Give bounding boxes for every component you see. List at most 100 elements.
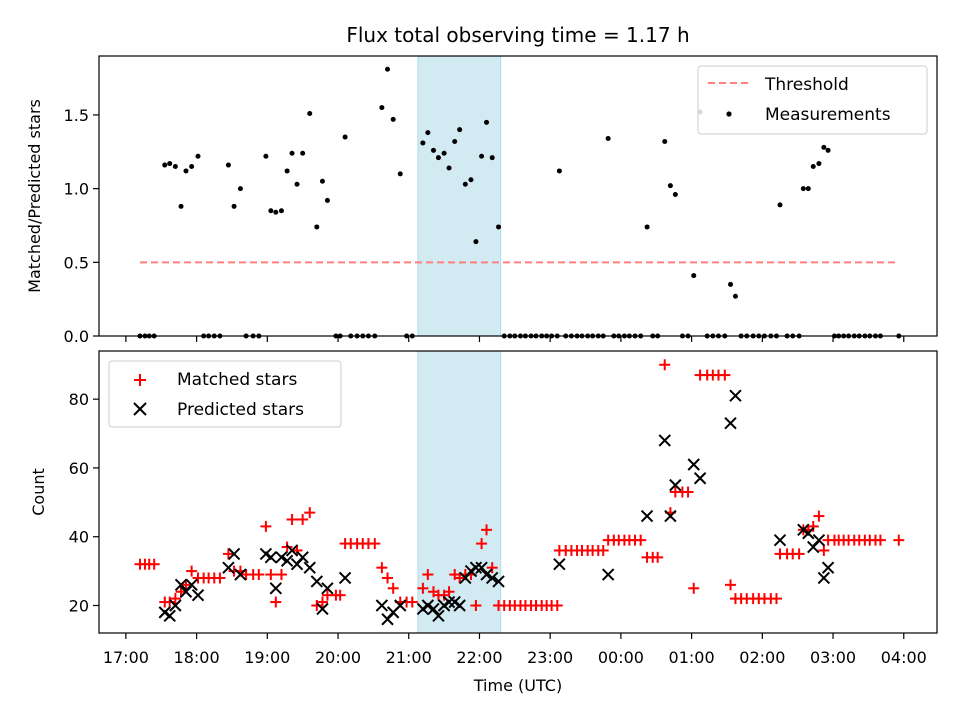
measurement-point [231, 203, 237, 209]
matched-star-point [281, 541, 293, 553]
predicted-star-point [480, 568, 493, 581]
measurement-point [300, 150, 306, 156]
matched-star-point [659, 359, 671, 371]
top-y-axis-label: Matched/Predicted stars [25, 99, 44, 293]
measurement-point [390, 116, 396, 122]
top-y-tick-label: 0.0 [64, 327, 89, 346]
matched-star-point [286, 514, 298, 526]
top-y-tick-label: 1.5 [64, 106, 89, 125]
bottom-y-tick-label: 40 [69, 528, 89, 547]
matched-star-point [476, 538, 488, 550]
measurement-point [162, 162, 168, 168]
matched-star-point [304, 507, 316, 519]
predicted-star-x-b [191, 588, 205, 602]
predicted-star-point [269, 582, 283, 595]
measurement-point [556, 168, 562, 174]
matched-star-point [297, 514, 309, 526]
measurement-point [605, 136, 611, 142]
predicted-star-point [432, 609, 445, 623]
bottom-y-tick-label: 20 [69, 596, 89, 615]
predicted-star-point [169, 599, 182, 612]
matched-star-point [265, 569, 277, 581]
measurement-point [278, 208, 284, 214]
predicted-star-x-b [285, 544, 299, 557]
matched-star-point [813, 510, 825, 522]
measurement-point [268, 208, 274, 214]
matched-star-point [818, 544, 830, 556]
matched-star-point [688, 582, 700, 594]
predicted-star-x-b [280, 554, 294, 567]
matched-star-point [186, 565, 198, 577]
matched-stars-points [134, 359, 905, 611]
x-tick-label: 01:00 [669, 648, 715, 667]
bottom-highlight-span [417, 350, 502, 634]
predicted-star-point [693, 472, 707, 485]
predicted-star-point [729, 389, 742, 402]
predicted-star-x-b [338, 571, 352, 585]
matched-star-point [253, 569, 265, 581]
predicted-star-point [485, 571, 499, 585]
measurement-point [441, 150, 447, 156]
x-tick-label: 19:00 [244, 648, 290, 667]
x-tick-label: 20:00 [315, 648, 361, 667]
measurement-point [667, 183, 673, 189]
x-tick-label: 17:00 [103, 648, 149, 667]
predicted-star-x-b [174, 578, 188, 592]
measurement-point [805, 186, 811, 192]
predicted-star-point [421, 599, 435, 612]
predicted-star-point [687, 458, 700, 471]
measurement-point [728, 281, 734, 287]
x-tick-label: 00:00 [598, 648, 644, 667]
top-x-ticks [125, 336, 905, 342]
top-legend-box [697, 65, 928, 135]
measurement-point [457, 127, 463, 133]
predicted-star-x-b [316, 602, 329, 616]
predicted-star-x-b [448, 595, 461, 609]
predicted-star-x-b [310, 575, 324, 588]
legend-measurements-label: Measurements [765, 105, 891, 125]
matched-star-point [260, 520, 272, 532]
predicted-star-point [310, 575, 324, 588]
predicted-star-point [773, 533, 787, 547]
predicted-star-x-b [394, 599, 407, 612]
predicted-star-x-b [485, 571, 499, 585]
matched-star-point [387, 582, 399, 594]
predicted-star-x-b [303, 561, 316, 574]
measurement-point [263, 153, 269, 159]
measurement-point [314, 224, 320, 230]
matched-star-point [164, 596, 176, 608]
predicted-star-point [163, 609, 176, 623]
predicted-star-x-b [492, 575, 505, 588]
measurement-point [462, 181, 468, 187]
predicted-star-point [802, 527, 815, 540]
predicted-star-point [303, 561, 316, 574]
predicted-star-point [812, 533, 826, 547]
measurement-point [484, 119, 490, 125]
matched-star-point [443, 586, 455, 598]
predicted-star-x-b [296, 551, 309, 564]
predicted-star-point [821, 561, 835, 574]
matched-star-point [652, 551, 664, 563]
matched-star-point [874, 534, 886, 546]
matched-star-point [214, 572, 226, 584]
measurement-point [195, 153, 201, 159]
matched-star-point [369, 538, 381, 550]
measurement-point [319, 178, 325, 184]
predicted-star-x-b [432, 609, 445, 623]
measurement-point [430, 147, 436, 153]
predicted-star-x-b [169, 599, 182, 612]
measurement-point [810, 164, 816, 170]
matched-star-point [770, 593, 782, 605]
predicted-star-x-b [427, 602, 440, 616]
predicted-star-x-b [687, 458, 700, 471]
x-axis-label: Time (UTC) [473, 676, 562, 695]
predicted-star-x-b [469, 561, 483, 574]
measurement-point [342, 134, 348, 140]
predicted-star-point [724, 417, 737, 430]
predicted-star-x-b [553, 558, 566, 571]
bottom-y-axis-label: Count [29, 468, 48, 516]
predicted-star-point [442, 595, 456, 609]
matched-star-point [725, 579, 737, 591]
predicted-star-x-b [724, 417, 737, 430]
predicted-star-point [264, 551, 278, 564]
